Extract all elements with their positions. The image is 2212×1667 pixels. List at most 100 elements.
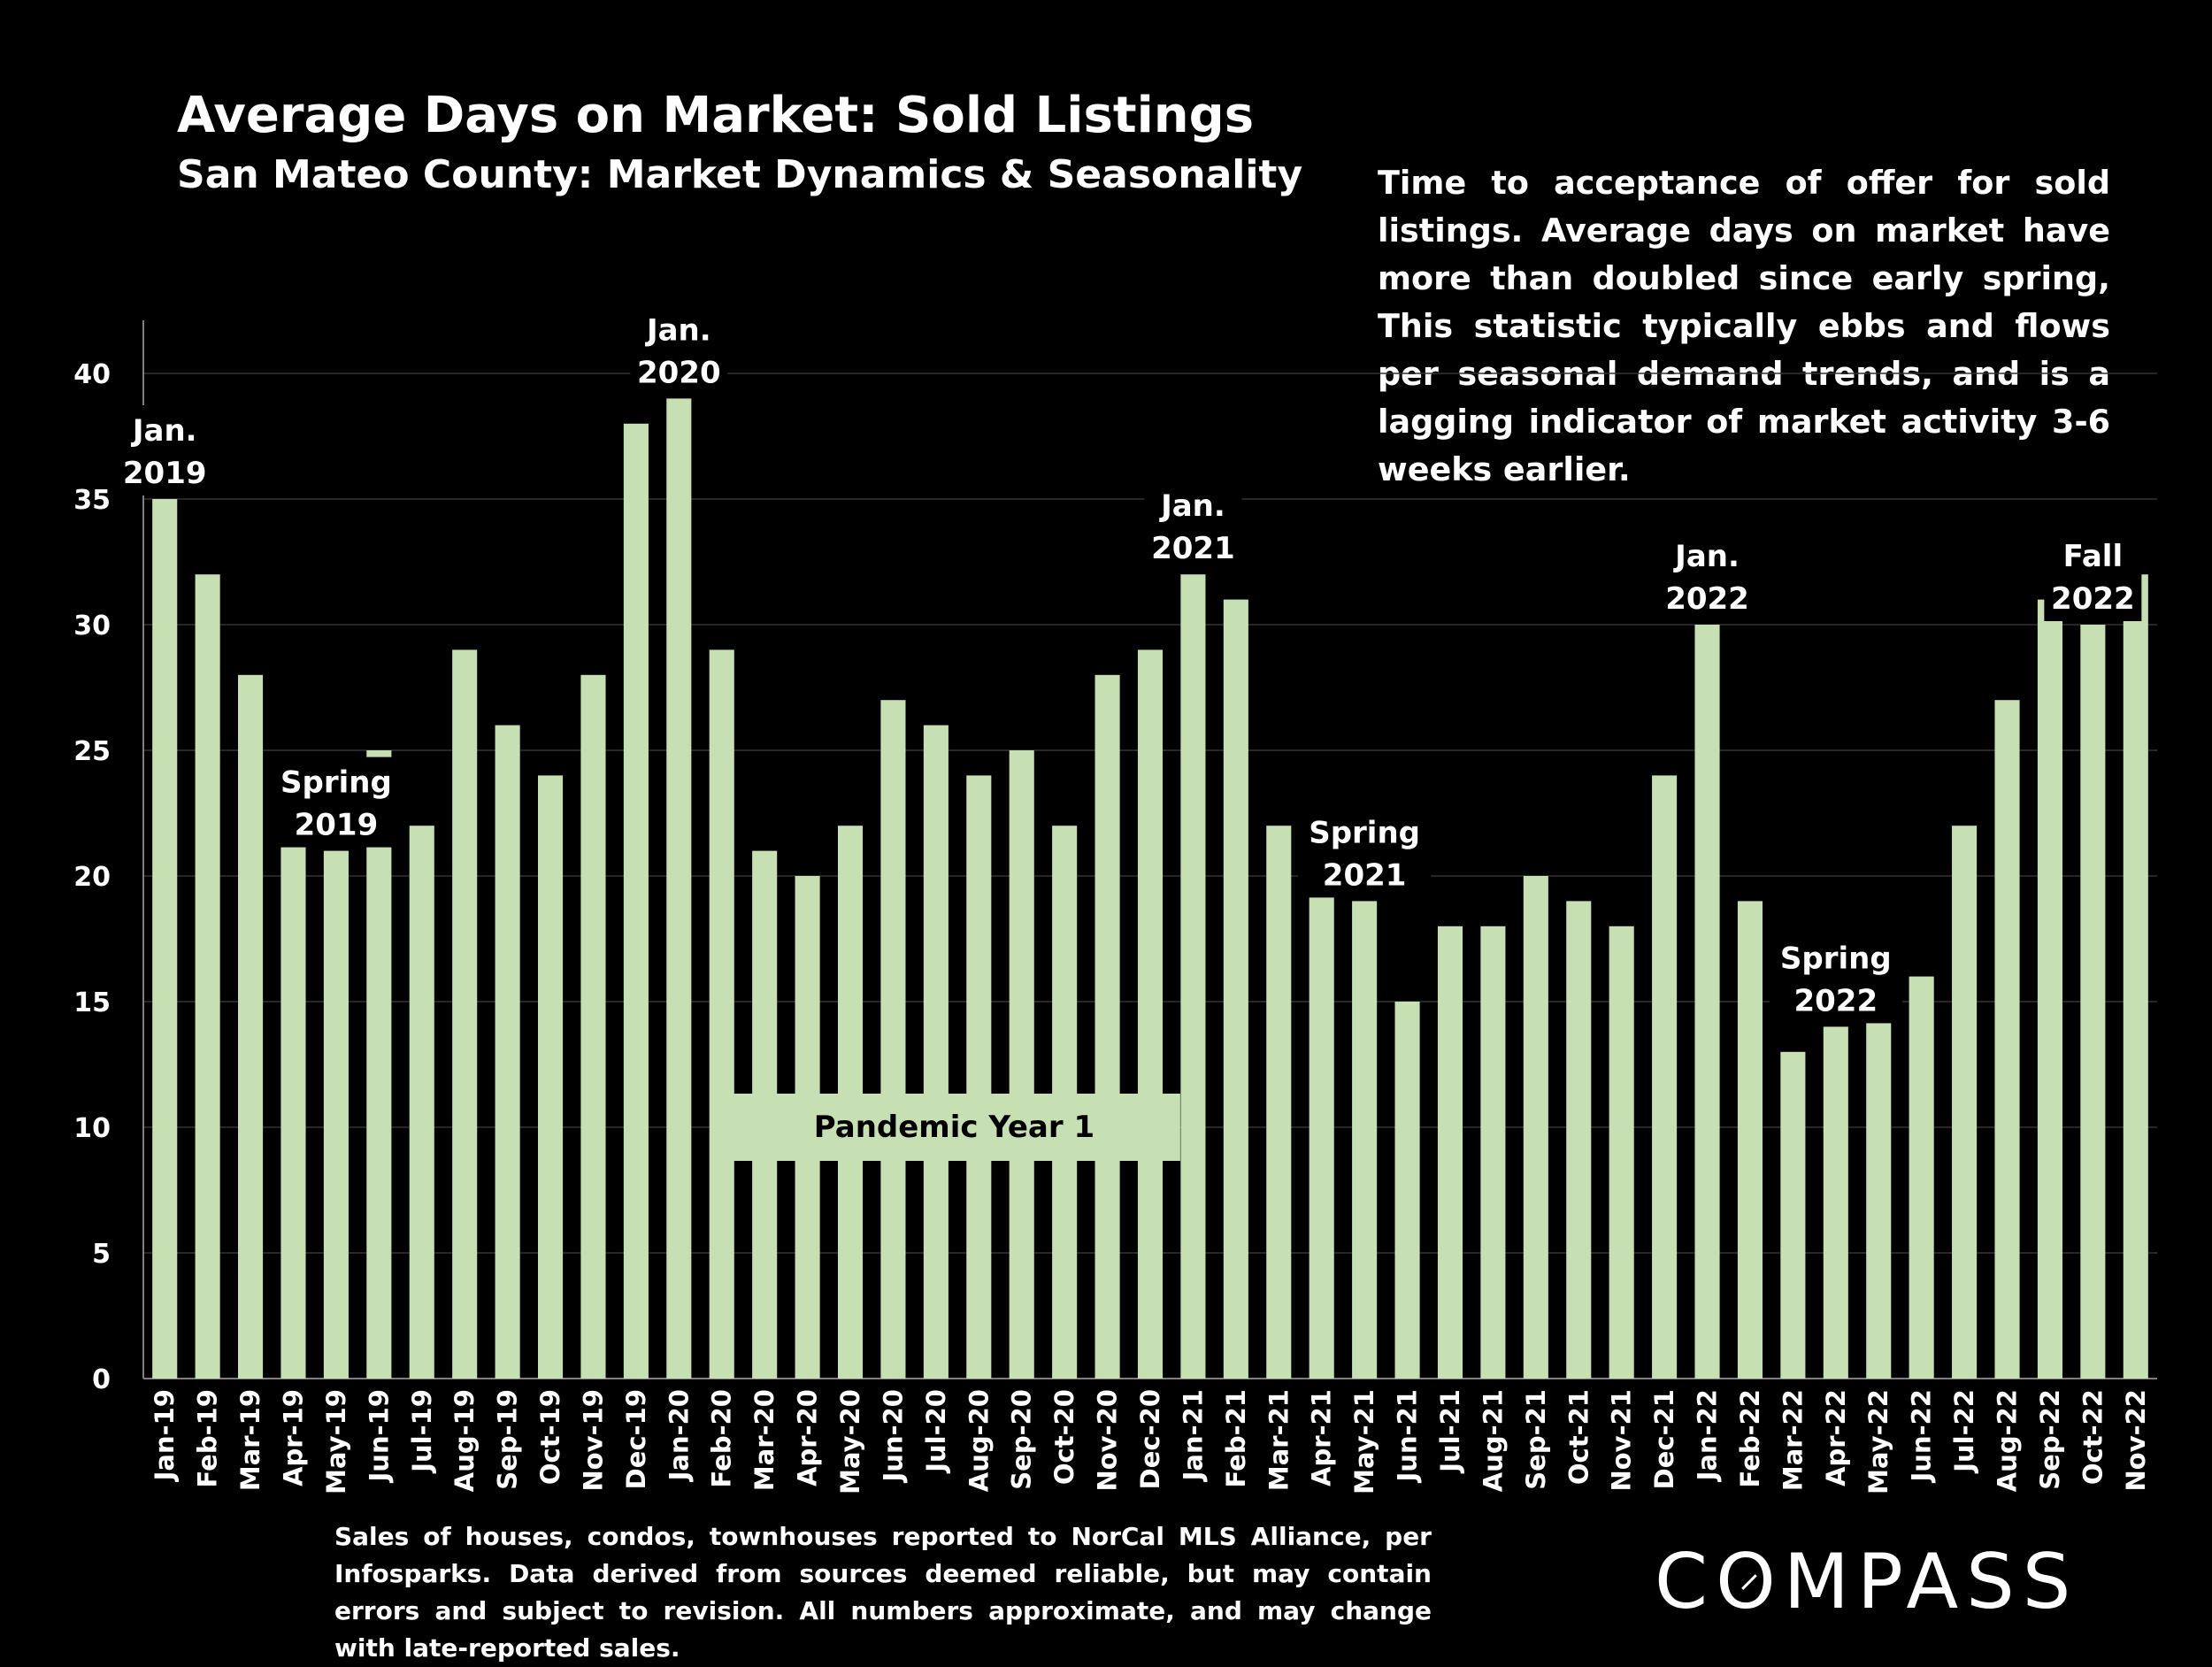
bar-mar-20 <box>752 850 778 1379</box>
y-tick-label: 20 <box>73 862 111 893</box>
x-tick-label: May-21 <box>1349 1389 1379 1494</box>
x-tick-label: Jul-21 <box>1435 1389 1465 1474</box>
bar-feb-21 <box>1223 599 1248 1379</box>
bar-jun-22 <box>1909 976 1934 1379</box>
bar-jun-20 <box>880 700 906 1379</box>
bar-aug-21 <box>1480 926 1506 1379</box>
annotation-label: Fall <box>2063 539 2124 574</box>
bar-sep-20 <box>1009 750 1034 1379</box>
x-tick-label: May-20 <box>835 1389 865 1494</box>
y-tick-label: 10 <box>73 1113 111 1144</box>
bar-may-20 <box>837 826 864 1379</box>
x-tick-label: Dec-20 <box>1135 1389 1165 1489</box>
y-tick-label: 30 <box>73 611 111 641</box>
y-tick-label: 15 <box>73 987 111 1018</box>
annotation-bg <box>1298 807 1432 898</box>
x-tick-label: Jul-19 <box>407 1389 437 1474</box>
bar-aug-22 <box>1994 700 2020 1379</box>
y-tick-label: 35 <box>73 485 111 516</box>
bar-feb-20 <box>709 649 734 1379</box>
x-tick-label: Sep-21 <box>1521 1389 1551 1490</box>
chart-note: Time to acceptance of offer for sold lis… <box>1378 164 2110 488</box>
x-tick-label: Jan-22 <box>1693 1389 1723 1482</box>
x-tick-label: Sep-20 <box>1007 1389 1037 1490</box>
bar-jan-20 <box>666 398 692 1379</box>
bar-aug-19 <box>452 649 478 1379</box>
bar-sep-19 <box>495 725 520 1379</box>
bar-jul-20 <box>923 725 949 1379</box>
bar-apr-21 <box>1309 850 1334 1379</box>
annotation-label: Jan. <box>131 413 197 449</box>
x-tick-label: Feb-19 <box>193 1389 223 1487</box>
x-tick-label: Oct-21 <box>1563 1389 1594 1485</box>
x-tick-label: Apr-21 <box>1307 1389 1337 1486</box>
bar-sep-22 <box>2037 599 2062 1379</box>
bar-oct-19 <box>537 775 564 1379</box>
x-tick-label: Feb-20 <box>707 1389 737 1487</box>
annotation-bg <box>1144 480 1242 572</box>
bar-mar-21 <box>1266 826 1292 1379</box>
bar-mar-19 <box>238 674 264 1379</box>
annotation-label: 2019 <box>123 456 207 491</box>
annotation-label: 2022 <box>1793 983 1878 1018</box>
x-tick-label: Feb-22 <box>1735 1389 1765 1487</box>
x-tick-label: Mar-19 <box>235 1389 265 1491</box>
bar-oct-22 <box>2080 625 2106 1379</box>
bar-jul-22 <box>1952 826 1978 1379</box>
x-tick-label: Nov-20 <box>1093 1389 1123 1492</box>
pandemic-band-label: Pandemic Year 1 <box>814 1110 1094 1145</box>
x-tick-label: Dec-19 <box>621 1389 651 1489</box>
bar-feb-19 <box>195 574 220 1379</box>
bar-apr-19 <box>280 826 306 1379</box>
x-tick-label: Jan-21 <box>1178 1389 1208 1482</box>
x-tick-label: Jan-20 <box>664 1389 694 1482</box>
x-tick-label: Oct-22 <box>2078 1389 2108 1485</box>
bar-nov-20 <box>1094 674 1120 1379</box>
y-tick-label: 0 <box>92 1364 111 1395</box>
x-tick-label: Sep-19 <box>493 1389 523 1490</box>
x-tick-label: Mar-21 <box>1263 1389 1294 1491</box>
x-tick-label: Apr-19 <box>278 1389 308 1486</box>
annotation-label: 2019 <box>295 808 379 843</box>
annotation-label: Jan. <box>1673 539 1740 574</box>
x-tick-label: Nov-21 <box>1607 1389 1637 1492</box>
bar-jul-21 <box>1437 926 1463 1379</box>
x-tick-label: Sep-22 <box>2035 1389 2065 1490</box>
pandemic-band-label-bg <box>777 1104 1132 1150</box>
source-footnote: Sales of houses, condos, townhouses repo… <box>334 1522 1432 1663</box>
x-tick-label: Apr-22 <box>1821 1389 1851 1486</box>
bar-jun-21 <box>1394 1002 1420 1379</box>
annotation-label: 2021 <box>1151 531 1235 566</box>
x-tick-label: Aug-21 <box>1478 1389 1508 1492</box>
annotation-bg <box>1658 531 1756 621</box>
bar-sep-21 <box>1523 876 1548 1379</box>
bar-may-19 <box>323 850 349 1379</box>
x-tick-label: Oct-19 <box>535 1389 565 1485</box>
x-tick-label: Nov-22 <box>2121 1389 2151 1492</box>
x-tick-label: Jun-21 <box>1393 1389 1423 1483</box>
y-tick-label: 40 <box>73 359 111 390</box>
bar-feb-22 <box>1737 901 1763 1379</box>
bar-apr-22 <box>1823 1026 1848 1379</box>
x-tick-label: Mar-20 <box>749 1389 780 1491</box>
bar-may-21 <box>1352 901 1378 1379</box>
x-tick-label: Mar-22 <box>1778 1389 1808 1491</box>
annotation-bg <box>269 757 403 848</box>
x-tick-label: Jul-20 <box>921 1389 951 1474</box>
annotation-label: 2022 <box>2051 581 2135 617</box>
bar-aug-20 <box>966 775 992 1379</box>
annotation-label: Spring <box>280 765 392 801</box>
x-tick-label: Aug-22 <box>1993 1389 2023 1492</box>
x-tick-label: Jun-19 <box>364 1389 394 1483</box>
annotation-label: Spring <box>1309 815 1420 850</box>
chart-subtitle: San Mateo County: Market Dynamics & Seas… <box>177 152 1303 197</box>
x-tick-label: May-19 <box>321 1389 351 1494</box>
compass-logo: CO MPASS <box>1655 1538 2079 1626</box>
x-tick-label: Aug-19 <box>449 1389 480 1492</box>
bar-nov-19 <box>580 674 606 1379</box>
bar-dec-19 <box>623 423 649 1379</box>
x-tick-label: May-22 <box>1863 1389 1893 1494</box>
x-tick-label: Jul-22 <box>1949 1389 1979 1474</box>
x-tick-label: Oct-20 <box>1049 1389 1079 1485</box>
